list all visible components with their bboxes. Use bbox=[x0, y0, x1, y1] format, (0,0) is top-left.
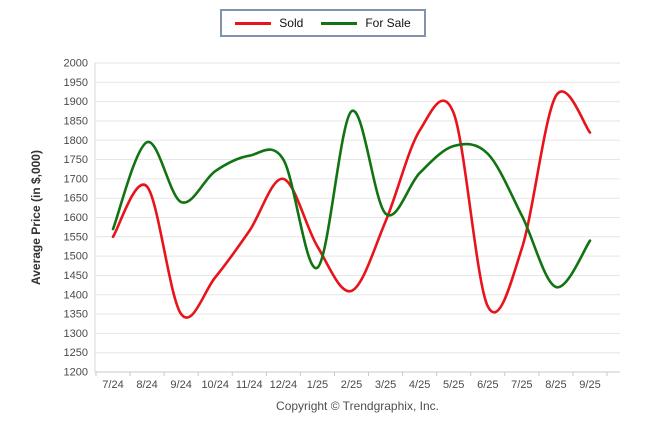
y-tick-label: 1650 bbox=[64, 193, 88, 205]
x-tick-label: 6/25 bbox=[477, 379, 498, 391]
y-tick-label: 1700 bbox=[64, 173, 88, 185]
legend-item-sold: Sold bbox=[235, 17, 303, 29]
x-tick-label: 11/24 bbox=[236, 379, 263, 391]
x-tick-label: 5/25 bbox=[443, 379, 464, 391]
x-tick-label: 12/24 bbox=[270, 379, 298, 391]
chart-area: 2000 1950 1900 1850 1800 1750 1700 1650 1600 1550… bbox=[29, 58, 620, 391]
x-tick-label: 4/25 bbox=[409, 379, 430, 391]
x-tick-label: 2/25 bbox=[341, 379, 362, 391]
y-tick-label: 1600 bbox=[64, 212, 88, 224]
y-tick-label: 1350 bbox=[64, 309, 88, 321]
series-line-sold bbox=[111, 90, 592, 319]
sold-line-swatch bbox=[235, 21, 272, 25]
for-sale-line-swatch bbox=[321, 21, 358, 25]
y-tick-label: 1750 bbox=[64, 154, 88, 166]
y-tick-label: 1900 bbox=[64, 96, 88, 108]
y-tick-label: 1400 bbox=[64, 289, 88, 301]
y-tick-label: 1200 bbox=[64, 367, 88, 379]
y-tick-label: 1450 bbox=[64, 270, 88, 282]
y-tick-label: 1300 bbox=[64, 328, 88, 340]
legend: Sold For Sale bbox=[0, 9, 646, 37]
legend-box: Sold For Sale bbox=[220, 9, 426, 37]
legend-item-for-sale: For Sale bbox=[321, 16, 411, 30]
y-axis-title: Average Price (in $,000) bbox=[29, 150, 43, 285]
y-tick-label: 2000 bbox=[64, 58, 88, 70]
legend-label-for-sale: For Sale bbox=[365, 16, 411, 30]
y-tick-label: 1850 bbox=[64, 115, 88, 127]
x-tick-label: 8/25 bbox=[545, 379, 566, 391]
chart-canvas: 2000 1950 1900 1850 1800 1750 1700 1650 1600 1550… bbox=[29, 58, 620, 391]
copyright-text: Copyright © Trendgraphix, Inc. bbox=[276, 399, 439, 413]
x-tick-label: 1/25 bbox=[307, 379, 328, 391]
y-tick-label: 1500 bbox=[64, 251, 88, 263]
y-tick-label: 1950 bbox=[64, 77, 88, 89]
series-line-for-sale bbox=[111, 109, 592, 289]
x-tick-label: 9/24 bbox=[170, 379, 191, 391]
y-tick-label: 1550 bbox=[64, 231, 88, 243]
x-tick-label: 7/24 bbox=[102, 379, 123, 391]
x-tick-label: 10/24 bbox=[201, 379, 229, 391]
x-tick-label: 8/24 bbox=[136, 379, 157, 391]
y-tick-label: 1250 bbox=[64, 347, 88, 359]
x-tick-label: 7/25 bbox=[511, 379, 532, 391]
y-tick-label: 1800 bbox=[64, 135, 88, 147]
x-tick-label: 3/25 bbox=[375, 379, 396, 391]
legend-label-sold: Sold bbox=[279, 16, 304, 30]
x-tick-label: 9/25 bbox=[579, 379, 600, 391]
